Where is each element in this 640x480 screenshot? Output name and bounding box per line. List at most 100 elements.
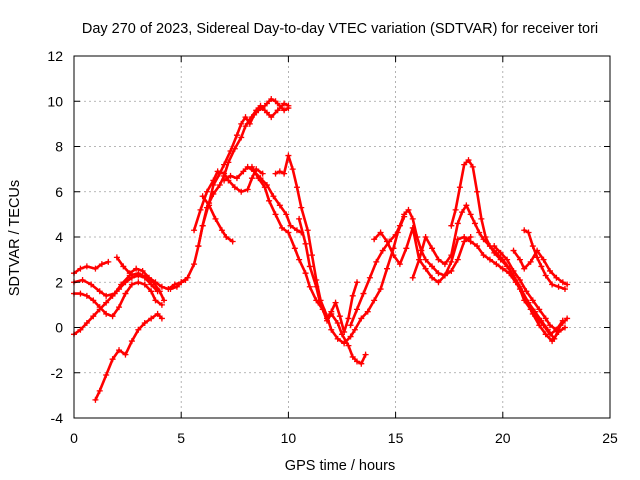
data-point <box>263 100 270 107</box>
data-point <box>238 134 245 141</box>
data-point <box>516 276 523 283</box>
data-point <box>304 227 311 234</box>
data-point <box>225 159 232 166</box>
data-point <box>510 247 517 254</box>
data-point <box>173 283 180 290</box>
data-point <box>141 319 148 326</box>
data-point <box>276 202 283 209</box>
data-point <box>351 326 358 333</box>
data-point <box>546 322 553 329</box>
data-point <box>83 263 90 270</box>
data-point <box>242 123 249 130</box>
data-point <box>371 297 378 304</box>
data-point <box>564 315 571 322</box>
data-point <box>116 286 123 293</box>
data-point <box>504 256 511 263</box>
data-point <box>392 231 399 238</box>
data-point <box>416 256 423 263</box>
data-point <box>120 263 127 270</box>
data-point <box>435 270 442 277</box>
data-point <box>360 290 367 297</box>
data-point <box>345 315 352 322</box>
data-point <box>148 315 155 322</box>
data-point <box>349 353 356 360</box>
data-point <box>268 95 275 102</box>
series-trace-10 <box>199 193 236 245</box>
data-point <box>238 188 245 195</box>
data-point <box>521 265 528 272</box>
data-point <box>302 270 309 277</box>
x-tick-label: 10 <box>281 430 297 446</box>
series-line <box>201 195 234 243</box>
data-point <box>135 326 142 333</box>
data-point <box>516 283 523 290</box>
data-point <box>281 170 288 177</box>
data-point <box>480 252 487 259</box>
data-point <box>467 238 474 245</box>
data-point <box>139 267 146 274</box>
series-trace-9 <box>191 166 266 234</box>
data-point <box>298 204 305 211</box>
data-point <box>448 252 455 259</box>
data-point <box>116 347 123 354</box>
data-point <box>178 279 185 286</box>
data-point <box>276 168 283 175</box>
x-tick-label: 5 <box>177 430 185 446</box>
data-point <box>497 256 504 263</box>
data-point <box>231 184 238 191</box>
data-point <box>133 265 140 272</box>
x-tick-label: 25 <box>602 430 618 446</box>
data-point <box>332 299 339 306</box>
data-point <box>448 258 455 265</box>
data-point <box>302 240 309 247</box>
data-point <box>540 256 547 263</box>
data-point <box>401 211 408 218</box>
data-point <box>529 297 536 304</box>
data-point <box>341 329 348 336</box>
data-point <box>152 279 159 286</box>
data-point <box>384 265 391 272</box>
data-point <box>429 245 436 252</box>
y-tick-label: 12 <box>47 48 63 64</box>
data-point <box>270 193 277 200</box>
series-line <box>250 165 367 365</box>
data-point <box>259 170 266 177</box>
data-point <box>349 292 356 299</box>
data-point <box>92 396 99 403</box>
data-point <box>542 315 549 322</box>
data-point <box>306 283 313 290</box>
data-point <box>152 297 159 304</box>
data-point <box>403 245 410 252</box>
data-point <box>272 170 279 177</box>
y-axis-label: SDTVAR / TECUs <box>7 180 23 296</box>
data-point <box>474 243 481 250</box>
data-point <box>364 308 371 315</box>
data-point <box>77 326 84 333</box>
data-point <box>448 222 455 229</box>
series-line <box>450 158 567 343</box>
series-line <box>197 102 290 248</box>
x-axis-label: GPS time / hours <box>285 458 395 474</box>
data-point <box>461 161 468 168</box>
data-point <box>559 319 566 326</box>
data-point <box>435 256 442 263</box>
data-point <box>469 163 476 170</box>
data-point <box>221 161 228 168</box>
series-line <box>94 312 164 402</box>
data-point <box>405 206 412 213</box>
data-point <box>113 254 120 261</box>
data-point <box>246 116 253 123</box>
data-point <box>504 263 511 270</box>
data-point <box>218 227 225 234</box>
data-point <box>491 249 498 256</box>
data-point <box>221 170 228 177</box>
data-point <box>377 229 384 236</box>
data-point <box>379 247 386 254</box>
data-point <box>384 238 391 245</box>
data-point <box>141 281 148 288</box>
data-point <box>293 184 300 191</box>
data-point <box>289 166 296 173</box>
y-tick-label: 6 <box>55 184 63 200</box>
data-point <box>105 258 112 265</box>
